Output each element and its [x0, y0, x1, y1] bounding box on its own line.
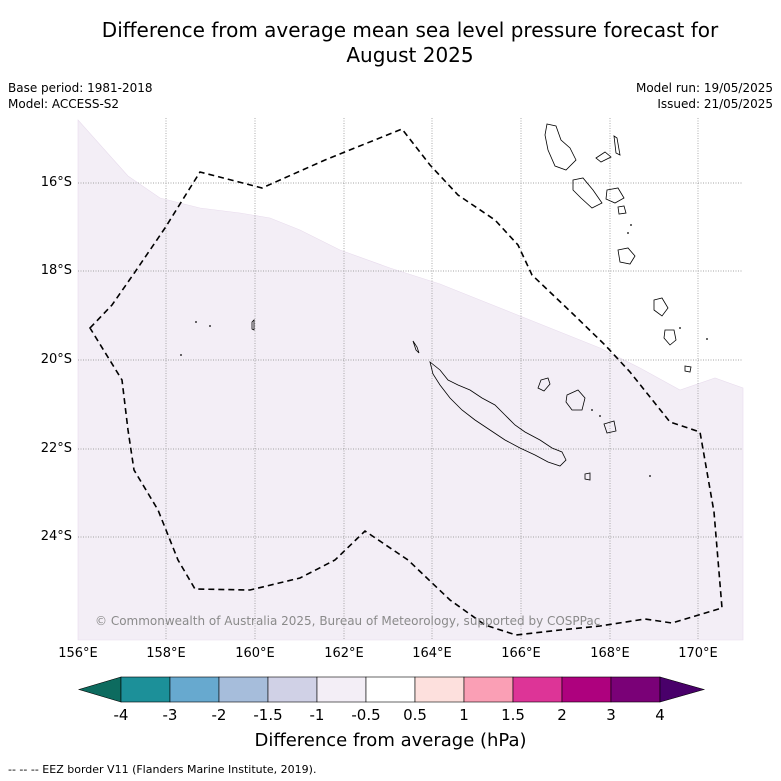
island-dot — [649, 475, 651, 477]
isle-of-pines — [584, 472, 591, 481]
island-dot — [679, 327, 681, 329]
issued-date: Issued: 21/05/2025 — [657, 97, 773, 111]
colorbar-tick-label: -0.5 — [351, 706, 381, 724]
lon-label-164e: 164°E — [412, 646, 452, 661]
colorbar-tick-label: 1 — [459, 706, 469, 724]
vanuatu-ambae — [595, 151, 612, 163]
vanuatu-efate — [617, 247, 636, 265]
gridlines — [78, 118, 743, 640]
coastlines — [251, 123, 692, 481]
base-period: Base period: 1981-2018 — [8, 81, 153, 95]
colorbar-tick-label: -2 — [211, 706, 227, 724]
island-dot — [180, 354, 182, 356]
lon-label-158e: 158°E — [146, 646, 186, 661]
colorbar-segment — [267, 676, 318, 703]
island-dot — [591, 409, 593, 411]
lon-label-156e: 156°E — [58, 646, 98, 661]
colorbar-tick-label: 3 — [606, 706, 616, 724]
eez-border — [88, 128, 723, 636]
lon-label-166e: 166°E — [501, 646, 541, 661]
lat-label-18s: 18°S — [40, 263, 72, 278]
colorbar-extension-high — [659, 676, 706, 703]
colorbar-segment — [365, 676, 416, 703]
chesterfield-islet-1 — [251, 319, 255, 331]
lat-label-16s: 16°S — [40, 175, 72, 190]
vanuatu-erromango — [653, 297, 669, 317]
map-title-line1: Difference from average mean sea level p… — [101, 18, 719, 42]
vanuatu-aneityum — [684, 365, 692, 373]
island-dot — [209, 325, 211, 327]
lon-label-162e: 162°E — [324, 646, 364, 661]
colorbar-title: Difference from average (hPa) — [254, 730, 527, 751]
ouvea-island — [537, 377, 551, 392]
model-run: Model run: 19/05/2025 — [635, 81, 773, 95]
colorbar-tick-label: -1.5 — [253, 706, 283, 724]
lifou-island — [565, 389, 586, 411]
mare-island — [603, 420, 617, 434]
colorbar-segment — [169, 676, 220, 703]
lat-label-24s: 24°S — [40, 529, 72, 544]
colorbar-segment — [610, 676, 661, 703]
colorbar-tick-label: 4 — [655, 706, 665, 724]
colorbar-segment — [414, 676, 465, 703]
vanuatu-tanna — [663, 329, 677, 346]
lon-label-160e: 160°E — [235, 646, 275, 661]
island-dot — [627, 232, 629, 234]
colorbar-tick-label: -3 — [162, 706, 178, 724]
colorbar-segment — [218, 676, 269, 703]
colorbar-extension-low — [77, 676, 122, 703]
vanuatu-maewo — [613, 135, 621, 156]
new-caledonia-main-island — [429, 360, 567, 467]
island-dot — [630, 224, 632, 226]
colorbar-segment — [120, 676, 171, 703]
colorbar-tick-label: 1.5 — [501, 706, 525, 724]
island-dot — [195, 321, 197, 323]
vanuatu-pentecost — [605, 187, 625, 204]
colorbar-segment — [512, 676, 563, 703]
island-dot — [706, 338, 708, 340]
anomaly-shading — [77, 119, 744, 641]
belep-islands — [412, 340, 420, 354]
colorbar-segment — [316, 676, 367, 703]
eez-footnote: -- -- -- EEZ border V11 (Flanders Marine… — [8, 763, 317, 776]
copyright-notice: © Commonwealth of Australia 2025, Bureau… — [95, 614, 601, 628]
colorbar-tick-label: 2 — [557, 706, 567, 724]
lon-label-170e: 170°E — [678, 646, 718, 661]
vanuatu-malekula — [572, 177, 603, 209]
lat-label-20s: 20°S — [40, 352, 72, 367]
vanuatu-espiritu-santo — [544, 123, 577, 171]
map-title: Difference from average mean sea level p… — [0, 18, 781, 68]
colorbar-tick-label: -4 — [113, 706, 129, 724]
island-dot — [599, 415, 601, 417]
lon-label-168e: 168°E — [590, 646, 630, 661]
model-name: Model: ACCESS-S2 — [8, 97, 120, 111]
meta-right: Model run: 19/05/2025 Issued: 21/05/2025 — [636, 80, 773, 112]
meta-left: Base period: 1981-2018 Model: ACCESS-S2 — [8, 80, 153, 112]
colorbar-segment — [463, 676, 514, 703]
map-title-line2: August 2025 — [346, 43, 474, 67]
colorbar-tick-label: -1 — [309, 706, 325, 724]
colorbar-segment — [561, 676, 612, 703]
colorbar-tick-label: 0.5 — [403, 706, 427, 724]
vanuatu-epi — [617, 205, 627, 215]
lat-label-22s: 22°S — [40, 441, 72, 456]
colorbar — [77, 676, 706, 703]
small-islands — [180, 224, 708, 477]
